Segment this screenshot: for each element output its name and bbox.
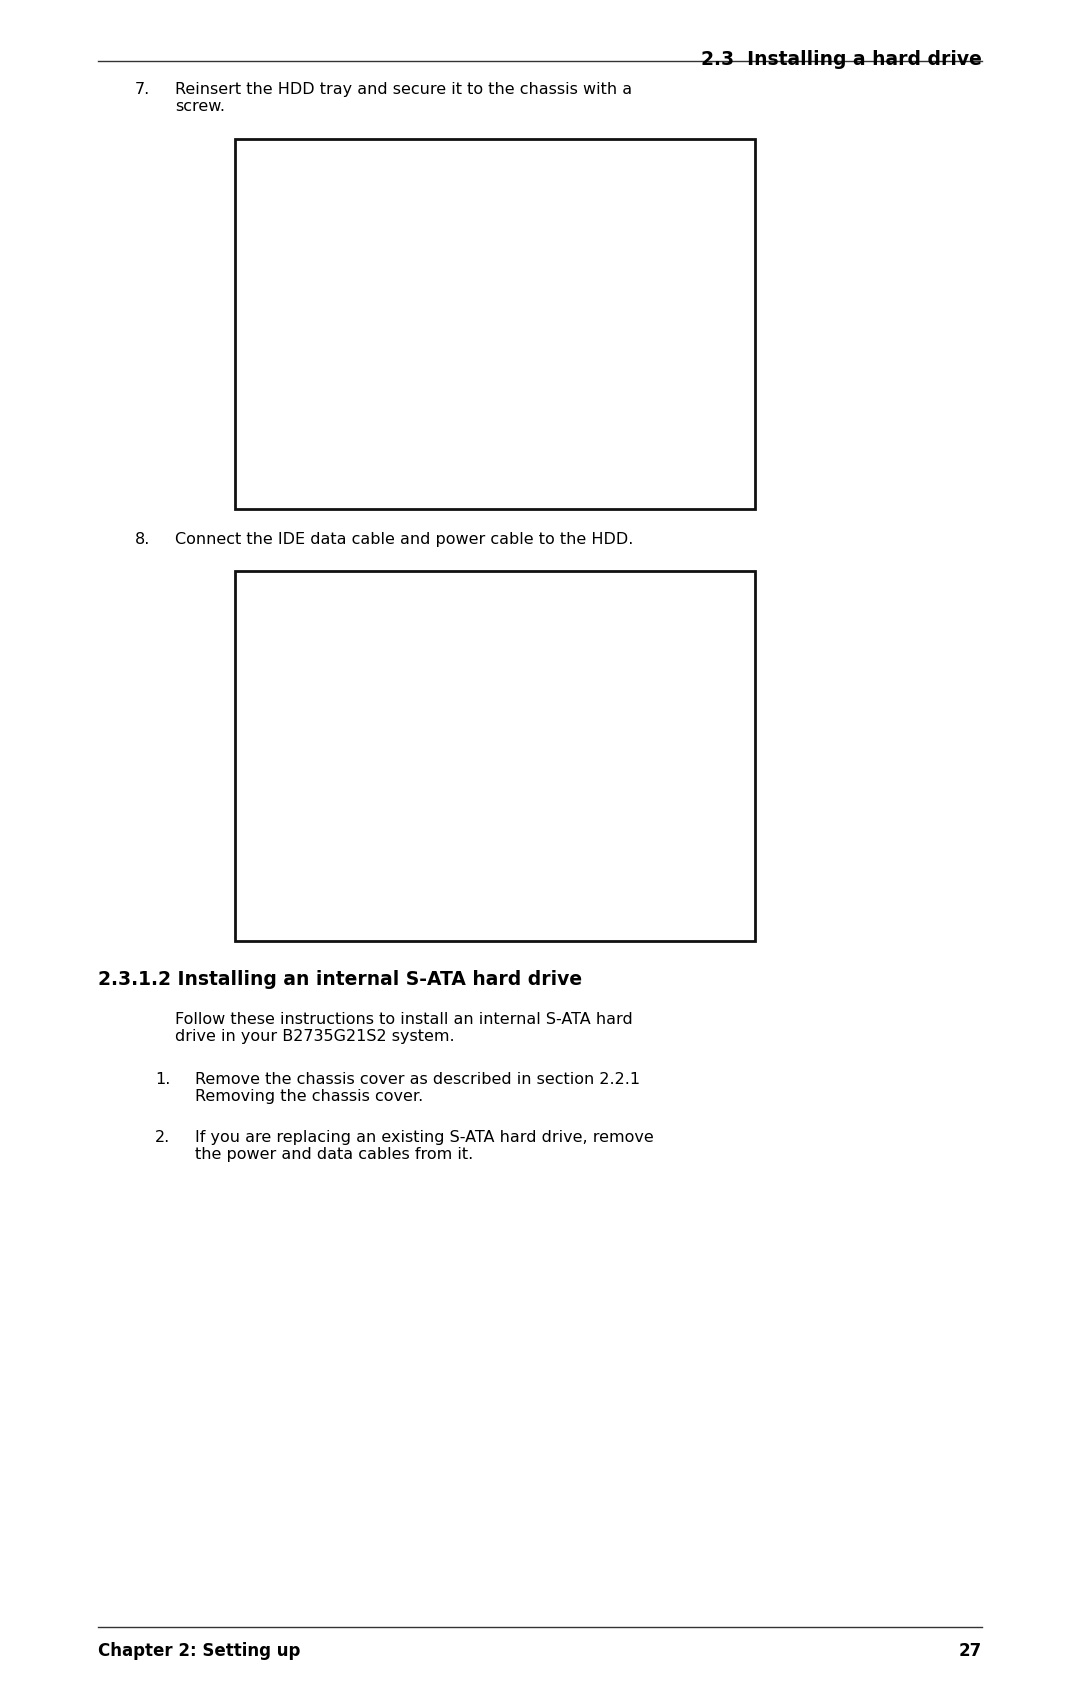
Text: 2.3.1.2 Installing an internal S-ATA hard drive: 2.3.1.2 Installing an internal S-ATA har…	[98, 969, 582, 988]
Text: Remove the chassis cover as described in section 2.2.1
Removing the chassis cove: Remove the chassis cover as described in…	[195, 1071, 640, 1103]
Bar	[239, 576, 751, 937]
Text: If you are replacing an existing S-ATA hard drive, remove
the power and data cab: If you are replacing an existing S-ATA h…	[195, 1130, 653, 1162]
Text: Connect the IDE data cable and power cable to the HDD.: Connect the IDE data cable and power cab…	[175, 532, 633, 547]
Text: Follow these instructions to install an internal S-ATA hard
drive in your B2735G: Follow these instructions to install an …	[175, 1012, 633, 1044]
Text: Reinsert the HDD tray and secure it to the chassis with a
screw.: Reinsert the HDD tray and secure it to t…	[175, 83, 632, 115]
Text: 8.: 8.	[135, 532, 150, 547]
Bar	[235, 571, 755, 941]
Text: 2.3  Installing a hard drive: 2.3 Installing a hard drive	[701, 51, 982, 69]
Text: 27: 27	[959, 1642, 982, 1659]
Text: Chapter 2: Setting up: Chapter 2: Setting up	[98, 1642, 300, 1659]
Bar	[235, 140, 755, 510]
Text: 1.: 1.	[156, 1071, 171, 1086]
Text: 7.: 7.	[135, 83, 150, 96]
Bar	[239, 144, 751, 505]
Text: 2.: 2.	[156, 1130, 171, 1145]
